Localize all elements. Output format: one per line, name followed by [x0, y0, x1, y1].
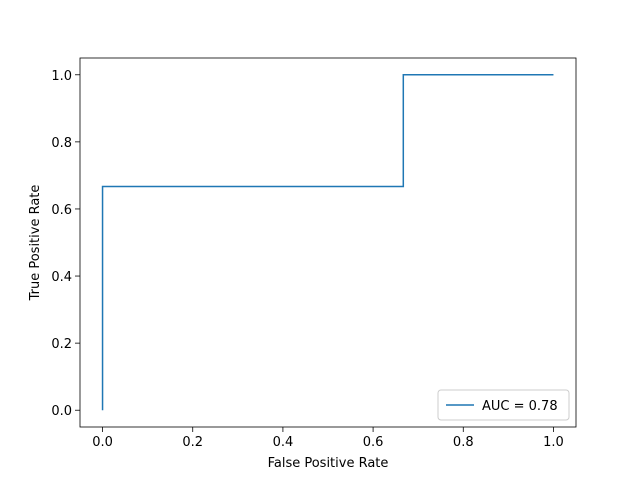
x-tick-label: 0.8: [453, 435, 474, 450]
plot-frame: [79, 57, 577, 428]
y-tick-label: 1.0: [51, 69, 72, 84]
legend-label: AUC = 0.78: [482, 399, 558, 414]
y-tick-label: 0.4: [51, 270, 72, 285]
x-axis-label: False Positive Rate: [268, 456, 389, 471]
x-tick-label: 0.4: [273, 435, 294, 450]
y-tick-label: 0.6: [51, 203, 72, 218]
x-tick-label: 1.0: [543, 435, 564, 450]
x-tick-label: 0.6: [363, 435, 384, 450]
y-tick-label: 0.8: [51, 136, 72, 151]
legend-box: [437, 389, 570, 421]
roc-line: [101, 74, 554, 411]
y-tick-label: 0.0: [51, 404, 72, 419]
y-axis-label: True Positive Rate: [28, 185, 43, 302]
x-tick-label: 0.2: [182, 435, 203, 450]
y-tick-label: 0.2: [51, 337, 72, 352]
x-tick-label: 0.0: [92, 435, 113, 450]
